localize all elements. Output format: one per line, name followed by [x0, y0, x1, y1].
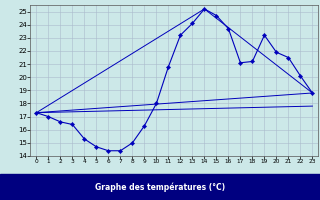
- Text: Graphe des températures (°C): Graphe des températures (°C): [95, 182, 225, 192]
